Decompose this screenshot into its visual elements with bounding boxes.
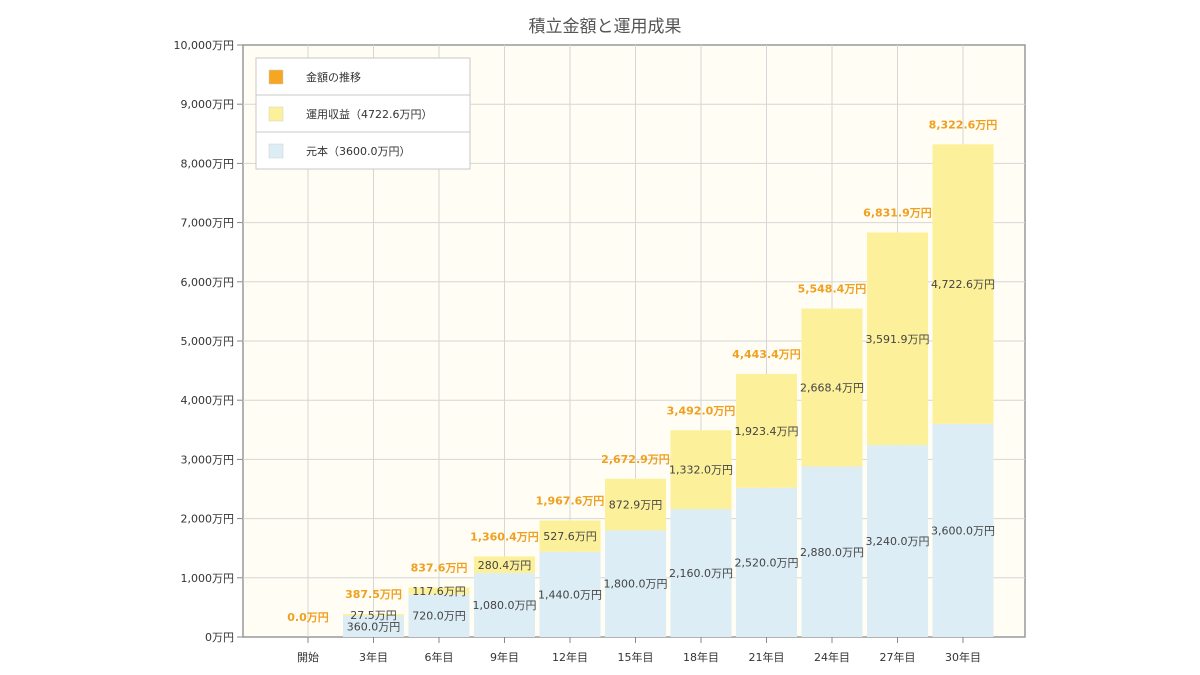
chart-title: 積立金額と運用成果 xyxy=(529,17,682,37)
x-tick-label: 開始 xyxy=(297,650,319,664)
bar-gain xyxy=(474,556,535,574)
y-tick-label: 8,000万円 xyxy=(181,157,235,170)
principal-label: 720.0万円 xyxy=(412,610,466,623)
x-axis: 開始 3年目 6年目 9年目 12年目 15年目 18年目 21年目 24年目 27年目 30年目 xyxy=(297,637,981,664)
principal-label: 1,080.0万円 xyxy=(473,599,537,612)
total-label: 5,548.4万円 xyxy=(798,283,867,296)
principal-label: 3,600.0万円 xyxy=(931,524,995,537)
legend-box xyxy=(255,57,471,170)
bar-gain xyxy=(670,430,732,510)
legend-swatch xyxy=(268,106,284,122)
y-tick-label: 7,000万円 xyxy=(181,217,235,230)
total-label: 1,360.4万円 xyxy=(470,530,539,543)
total-label: 8,322.6万円 xyxy=(929,118,998,131)
total-label: 2,672.9万円 xyxy=(601,453,670,466)
x-tick-label: 24年目 xyxy=(814,650,850,664)
y-tick-label: 1,000万円 xyxy=(181,572,235,585)
total-label: 4,443.4万円 xyxy=(732,348,801,361)
bar-principal xyxy=(343,615,404,637)
total-label: 837.6万円 xyxy=(411,561,468,574)
bar-principal xyxy=(408,594,470,637)
x-tick-label: 9年目 xyxy=(490,650,519,664)
y-tick-label: 0万円 xyxy=(205,631,234,644)
bar-gain xyxy=(801,308,863,467)
total-label: 387.5万円 xyxy=(345,588,402,601)
principal-label: 360.0万円 xyxy=(347,620,401,633)
gain-label: 117.6万円 xyxy=(412,585,466,598)
gain-label: 872.9万円 xyxy=(609,499,663,512)
x-tick-label: 12年目 xyxy=(552,650,588,664)
principal-label: 1,800.0万円 xyxy=(604,578,668,591)
x-tick-label: 3年目 xyxy=(359,650,388,664)
bar-layer xyxy=(343,144,994,637)
legend-label: 運用収益（4722.6万円） xyxy=(306,107,433,121)
legend-swatch xyxy=(268,143,284,159)
x-tick-label: 21年目 xyxy=(749,650,785,664)
gain-label: 2,668.4万円 xyxy=(800,382,864,395)
bar-gain xyxy=(539,520,601,552)
legend-label: 金額の推移 xyxy=(306,70,361,84)
y-tick-label: 4,000万円 xyxy=(181,394,235,407)
gain-label: 3,591.9万円 xyxy=(866,333,930,346)
y-tick-label: 6,000万円 xyxy=(181,276,235,289)
legend-label: 元本（3600.0万円） xyxy=(306,144,411,158)
gain-label: 527.6万円 xyxy=(543,530,597,543)
bar-principal xyxy=(670,509,732,637)
bar-gain xyxy=(932,144,994,424)
x-tick-label: 15年目 xyxy=(618,650,654,664)
y-tick-label: 2,000万円 xyxy=(181,513,235,526)
y-tick-label: 9,000万円 xyxy=(181,98,235,111)
x-tick-label: 18年目 xyxy=(683,650,719,664)
x-tick-label: 27年目 xyxy=(880,650,916,664)
bar-principal xyxy=(474,573,535,637)
bar-principal xyxy=(867,445,928,637)
total-label: 0.0万円 xyxy=(287,611,329,624)
gain-label: 280.4万円 xyxy=(478,559,532,572)
bar-principal xyxy=(539,551,601,637)
y-tick-label: 10,000万円 xyxy=(174,39,235,52)
y-tick-label: 3,000万円 xyxy=(181,453,235,466)
legend-swatch xyxy=(268,69,284,85)
bar-principal xyxy=(605,530,666,637)
y-axis: 0万円 1,000万円 2,000万円 3,000万円 4,000万円 5,000万円 6,… xyxy=(174,39,243,644)
principal-label: 2,160.0万円 xyxy=(669,567,733,580)
principal-label: 3,240.0万円 xyxy=(866,535,930,548)
principal-label: 2,880.0万円 xyxy=(800,546,864,559)
x-tick-label: 6年目 xyxy=(425,650,454,664)
bar-principal xyxy=(736,487,797,637)
bar-principal xyxy=(801,466,863,637)
total-label: 6,831.9万円 xyxy=(863,207,932,220)
bar-gain xyxy=(736,373,797,488)
principal-label: 2,520.0万円 xyxy=(735,556,799,569)
total-label: 3,492.0万円 xyxy=(667,404,736,417)
gain-label: 27.5万円 xyxy=(350,609,397,622)
bar-gain xyxy=(343,614,404,616)
bar-gain xyxy=(408,587,470,595)
bar-principal xyxy=(932,423,994,637)
bar-gain xyxy=(867,232,928,446)
gain-label: 4,722.6万円 xyxy=(931,278,995,291)
x-tick-label: 30年目 xyxy=(945,650,981,664)
y-tick-label: 5,000万円 xyxy=(181,335,235,348)
bar-gain xyxy=(605,478,666,531)
gain-label: 1,332.0万円 xyxy=(669,464,733,477)
principal-label: 1,440.0万円 xyxy=(538,588,602,601)
total-label: 1,967.6万円 xyxy=(536,495,605,508)
gain-label: 1,923.4万円 xyxy=(735,425,799,438)
